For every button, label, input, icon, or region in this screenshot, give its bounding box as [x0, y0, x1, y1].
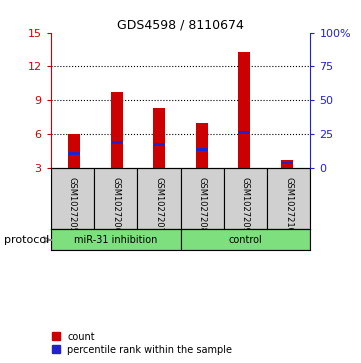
Bar — [51, 168, 94, 229]
Bar — [224, 168, 267, 229]
Bar — [180, 168, 224, 229]
Bar — [239, 52, 251, 168]
Bar — [281, 162, 293, 164]
Bar — [196, 148, 208, 151]
Bar — [180, 229, 310, 250]
Text: GSM1027210: GSM1027210 — [284, 177, 293, 233]
Bar — [110, 92, 122, 168]
Text: GSM1027208: GSM1027208 — [198, 177, 206, 233]
Bar — [137, 168, 180, 229]
Text: control: control — [229, 235, 262, 245]
Text: GSM1027209: GSM1027209 — [241, 177, 250, 233]
Text: GSM1027205: GSM1027205 — [68, 177, 77, 233]
Title: GDS4598 / 8110674: GDS4598 / 8110674 — [117, 19, 244, 32]
Bar — [281, 160, 293, 168]
Bar — [94, 168, 137, 229]
Bar — [110, 141, 122, 144]
Legend: count, percentile rank within the sample: count, percentile rank within the sample — [52, 331, 232, 355]
Text: GSM1027207: GSM1027207 — [155, 177, 163, 233]
Text: protocol: protocol — [4, 235, 49, 245]
Bar — [153, 143, 165, 146]
Text: GSM1027206: GSM1027206 — [111, 177, 120, 233]
Bar — [51, 229, 180, 250]
Bar — [153, 108, 165, 168]
Bar — [68, 134, 80, 168]
Bar — [68, 152, 80, 155]
Bar — [239, 131, 251, 134]
Text: miR-31 inhibition: miR-31 inhibition — [74, 235, 157, 245]
Bar — [267, 168, 310, 229]
Bar — [196, 123, 208, 168]
